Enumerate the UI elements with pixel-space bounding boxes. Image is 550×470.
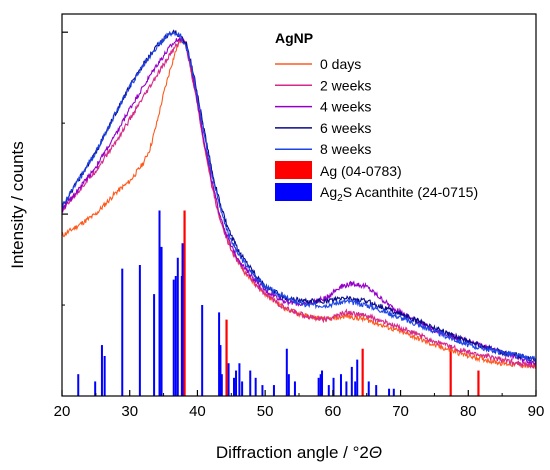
legend-label-3: 6 weeks xyxy=(320,120,371,136)
legend-label-1: 2 weeks xyxy=(320,77,371,93)
x-tick-label-3: 50 xyxy=(257,403,274,420)
y-axis-ticks xyxy=(62,31,68,306)
legend-label-ag: Ag (04-0783) xyxy=(320,163,402,179)
series-line-4 xyxy=(62,31,536,362)
x-tick-label-6: 80 xyxy=(460,403,477,420)
legend-swatch-ag2s xyxy=(275,183,312,201)
x-tick-label-1: 30 xyxy=(121,403,138,420)
series-line-1 xyxy=(62,38,536,370)
legend-title: AgNP xyxy=(275,30,313,46)
silver-reference-peaks xyxy=(183,210,480,396)
legend-label-ag2s: Ag2S Acanthite (24-0715) xyxy=(320,184,478,204)
x-tick-label-4: 60 xyxy=(325,403,342,420)
x-tick-label-0: 20 xyxy=(54,403,71,420)
x-axis-ticks: 20 30 40 50 60 70 80 90 xyxy=(54,390,545,420)
legend: AgNP 0 days 2 weeks 4 weeks 6 weeks 8 weeks A… xyxy=(275,30,478,204)
acanthite-reference-peaks xyxy=(77,210,395,396)
x-tick-label-5: 70 xyxy=(392,403,409,420)
legend-label-0: 0 days xyxy=(320,56,361,72)
diffraction-curves xyxy=(62,29,536,370)
x-tick-label-7: 90 xyxy=(528,403,545,420)
x-tick-label-2: 40 xyxy=(189,403,206,420)
x-axis-label: Diffraction angle / °2Θ xyxy=(216,443,382,462)
series-line-0 xyxy=(62,37,536,370)
y-axis-label: Intensity / counts xyxy=(8,141,27,269)
legend-swatch-ag xyxy=(275,161,312,179)
legend-label-2: 4 weeks xyxy=(320,99,371,115)
series-line-3 xyxy=(62,29,536,363)
legend-label-4: 8 weeks xyxy=(320,141,371,157)
